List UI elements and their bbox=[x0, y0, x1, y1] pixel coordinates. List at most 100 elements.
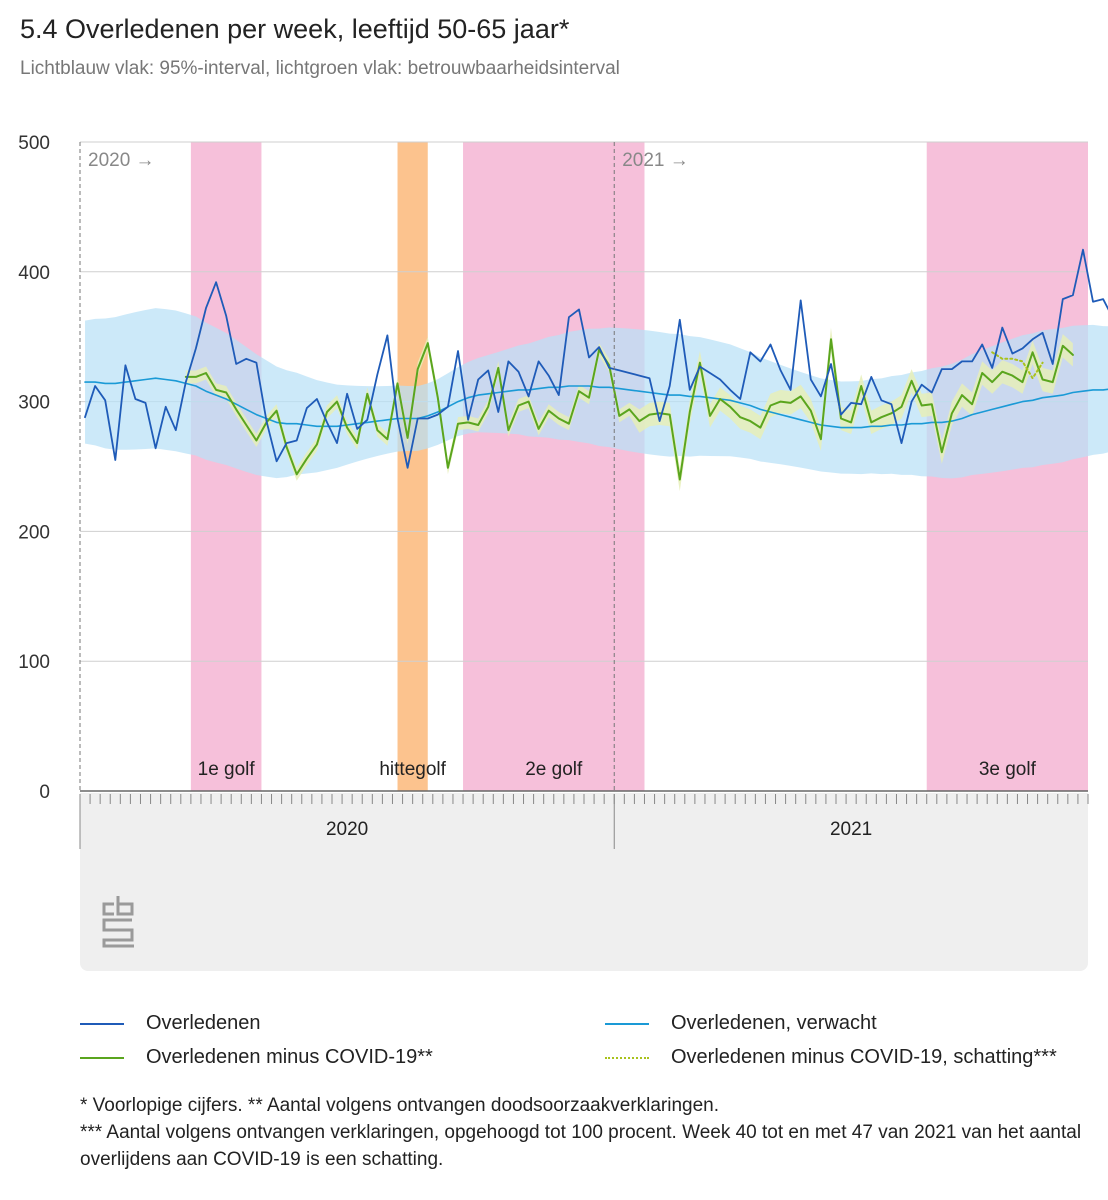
series-line-overledenen-point bbox=[679, 319, 681, 321]
series-line-verwacht-point bbox=[810, 421, 812, 423]
y-tick-label: 400 bbox=[18, 263, 50, 284]
legend-item-minus-covid: Overledenen minus COVID-19** bbox=[80, 1046, 433, 1069]
series-line-verwacht-point bbox=[699, 395, 701, 397]
series-line-minus-covid-point bbox=[729, 406, 731, 408]
series-line-minus-covid-point bbox=[668, 413, 670, 415]
interval-band-95 bbox=[85, 308, 1108, 479]
series-line-overledenen-point bbox=[94, 385, 96, 387]
series-line-overledenen-point bbox=[588, 356, 590, 358]
series-line-verwacht-point bbox=[789, 416, 791, 418]
series-line-minus-covid-point bbox=[699, 361, 701, 363]
series-line-minus-covid-point bbox=[517, 404, 519, 406]
series-line-verwacht-point bbox=[779, 413, 781, 415]
series-line-overledenen-point bbox=[346, 393, 348, 395]
series-line-overledenen-point bbox=[759, 360, 761, 362]
series-line-verwacht-point bbox=[941, 421, 943, 423]
series-line-minus-covid-point bbox=[457, 422, 459, 424]
legend-label: Overledenen minus COVID-19** bbox=[146, 1046, 433, 1068]
x-year-label: 2020 bbox=[326, 819, 368, 840]
y-tick-label: 300 bbox=[18, 393, 50, 414]
series-line-minus-covid-point bbox=[709, 415, 711, 417]
chart-title: 5.4 Overledenen per week, leeftijd 50-65… bbox=[20, 14, 570, 44]
series-line-verwacht-point bbox=[689, 395, 691, 397]
series-line-minus-covid-point bbox=[900, 406, 902, 408]
series-line-overledenen-point bbox=[1062, 298, 1064, 300]
chart-area: 2020 → 2021 → 0 100 200 300 400 500 2020 2021 cbs… bbox=[18, 133, 1108, 971]
series-line-minus-covid-point bbox=[981, 372, 983, 374]
series-line-verwacht-point bbox=[84, 381, 86, 383]
series-line-overledenen-point bbox=[104, 399, 106, 401]
series-line-verwacht-point bbox=[225, 398, 227, 400]
series-line-verwacht-point bbox=[709, 397, 711, 399]
series-line-minus-covid-point bbox=[1072, 354, 1074, 356]
series-line-verwacht-point bbox=[1102, 389, 1104, 391]
series-line-verwacht-point bbox=[759, 408, 761, 410]
series-line-verwacht-point bbox=[164, 378, 166, 380]
series-line-minus-covid-point bbox=[971, 403, 973, 405]
series-line-verwacht-point bbox=[931, 421, 933, 423]
series-line-verwacht-point bbox=[144, 378, 146, 380]
series-line-minus-covid bbox=[184, 338, 1074, 481]
series-line-verwacht-point bbox=[285, 422, 287, 424]
series-line-verwacht-point bbox=[971, 413, 973, 415]
legend-label: Overledenen, verwacht bbox=[671, 1012, 877, 1034]
series-line-minus-covid-point bbox=[1062, 345, 1064, 347]
series-line-minus-covid-point bbox=[195, 376, 197, 378]
series-line-overledenen-point bbox=[910, 400, 912, 402]
series-line-minus-covid-point bbox=[275, 409, 277, 411]
series-line-overledenen-point bbox=[1021, 347, 1023, 349]
year-marker-label: 2021 → bbox=[622, 150, 689, 171]
series-line-verwacht-point bbox=[477, 394, 479, 396]
series-line-overledenen-point bbox=[628, 372, 630, 374]
series-line-minus-covid-point bbox=[376, 429, 378, 431]
series-line-verwacht-point bbox=[1021, 400, 1023, 402]
series-line-schatting-point bbox=[1021, 360, 1023, 362]
series-line-overledenen-point bbox=[84, 416, 86, 418]
series-line-verwacht-point bbox=[910, 422, 912, 424]
series-line-minus-covid-point bbox=[628, 408, 630, 410]
series-line-overledenen-point bbox=[1001, 326, 1003, 328]
series-line-overledenen-point bbox=[265, 420, 267, 422]
series-line-overledenen-point bbox=[729, 389, 731, 391]
series-line-overledenen-point bbox=[598, 346, 600, 348]
series-line-minus-covid-point bbox=[497, 367, 499, 369]
series-line-overledenen-point bbox=[558, 394, 560, 396]
series-line-schatting bbox=[991, 351, 1044, 380]
series-line-verwacht-point bbox=[376, 420, 378, 422]
series-line-minus-covid-point bbox=[396, 382, 398, 384]
series-line-overledenen-point bbox=[850, 402, 852, 404]
series-line-schatting-point bbox=[1031, 377, 1033, 379]
series-line-verwacht-point bbox=[870, 425, 872, 427]
series-line-minus-covid-point bbox=[850, 421, 852, 423]
series-line-minus-covid-point bbox=[306, 458, 308, 460]
series-line-minus-covid-point bbox=[920, 404, 922, 406]
series-line-verwacht-point bbox=[1052, 395, 1054, 397]
series-line-minus-covid-point bbox=[759, 426, 761, 428]
series-line-minus-covid-point bbox=[406, 437, 408, 439]
series-line-overledenen-point bbox=[497, 411, 499, 413]
chart-subtitle: Lichtblauw vlak: 95%-interval, lichtgroe… bbox=[20, 58, 620, 79]
series-line-minus-covid-point bbox=[910, 380, 912, 382]
series-line-overledenen-point bbox=[487, 369, 489, 371]
series-line-minus-covid-point bbox=[890, 412, 892, 414]
series-line-verwacht-point bbox=[235, 403, 237, 405]
y-tick-label: 500 bbox=[18, 133, 50, 154]
series-line-verwacht-point bbox=[800, 419, 802, 421]
series-line-verwacht-point bbox=[205, 390, 207, 392]
series-line-minus-covid-point bbox=[820, 438, 822, 440]
series-line-overledenen-point bbox=[185, 381, 187, 383]
footnote-2: *** Aantal volgens ontvangen verklaringe… bbox=[80, 1122, 1082, 1170]
series-line-minus-covid-point bbox=[1001, 371, 1003, 373]
series-line-overledenen-point bbox=[245, 358, 247, 360]
series-line-verwacht-point bbox=[860, 426, 862, 428]
series-line-overledenen-point bbox=[477, 378, 479, 380]
series-line-minus-covid-point bbox=[951, 412, 953, 414]
series-line-minus-covid-point bbox=[931, 403, 933, 405]
legend-item-verwacht: Overledenen, verwacht bbox=[605, 1012, 877, 1035]
series-line-minus-covid-point bbox=[537, 428, 539, 430]
series-line-overledenen-point bbox=[175, 429, 177, 431]
series-line-overledenen-point bbox=[1102, 298, 1104, 300]
series-line-minus-covid-point bbox=[941, 451, 943, 453]
series-line-overledenen-point bbox=[235, 363, 237, 365]
legend-label: Overledenen minus COVID-19, schatting*** bbox=[671, 1046, 1057, 1068]
